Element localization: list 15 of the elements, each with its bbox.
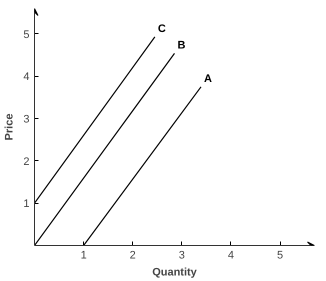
series-label: A	[204, 72, 212, 85]
y-axis-title: Price	[3, 114, 16, 140]
x-tick-label: 4	[228, 250, 234, 262]
series-label: B	[178, 39, 186, 52]
y-tick-label: 3	[23, 114, 30, 126]
x-tick-label: 5	[277, 250, 284, 262]
series-label: C	[158, 22, 166, 35]
x-tick-label: 2	[130, 250, 136, 262]
x-axis-title: Quantity	[152, 266, 198, 278]
y-tick-label: 4	[23, 71, 30, 84]
x-tick-label: 1	[80, 250, 87, 262]
y-tick-label: 5	[23, 28, 30, 41]
y-tick-label: 2	[23, 156, 30, 168]
y-tick-label: 1	[23, 198, 30, 210]
x-tick-label: 3	[178, 250, 185, 262]
